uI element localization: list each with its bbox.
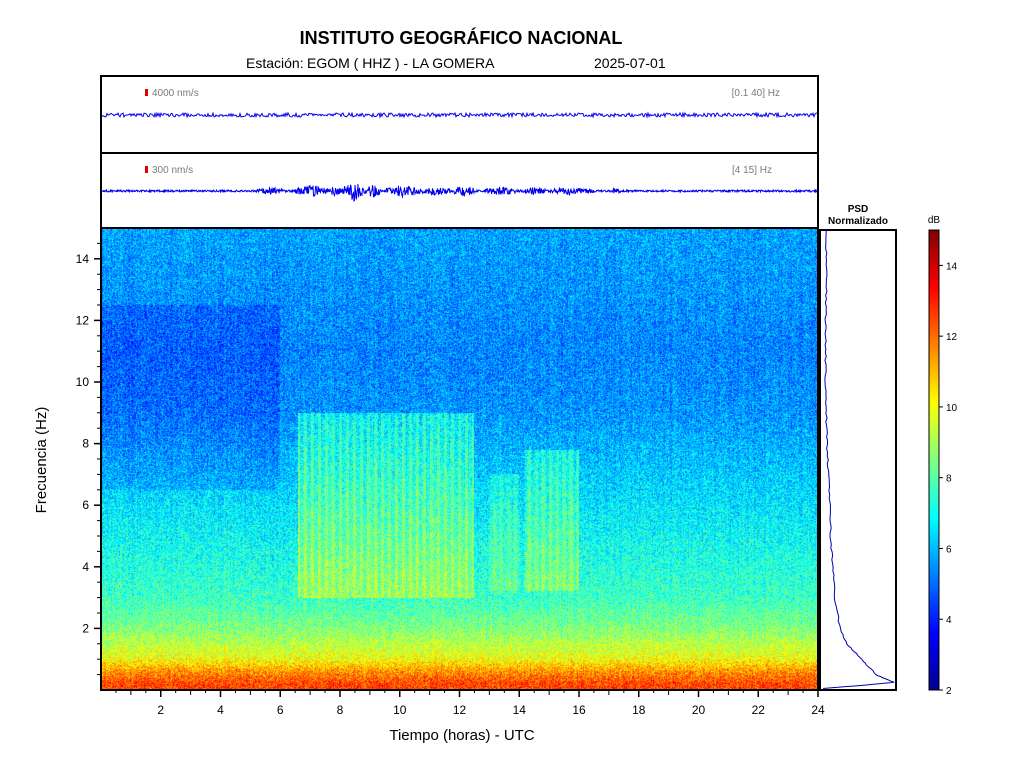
- colorbar-tick-label: 12: [946, 332, 958, 343]
- x-tick-label: 8: [337, 703, 344, 717]
- colorbar-tick-label: 2: [946, 686, 952, 697]
- broadband-trace-line: [101, 111, 817, 119]
- x-tick-label: 14: [513, 703, 527, 717]
- x-tick-label: 12: [453, 703, 467, 717]
- colorbar-tick-label: 6: [946, 544, 952, 555]
- x-axis-label: Tiempo (horas) - UTC: [389, 727, 534, 744]
- y-tick-label: 6: [82, 498, 89, 512]
- station-line: Estación: EGOM ( HHZ ) - LA GOMERA 2025-…: [246, 55, 806, 73]
- psd-title-line2: Normalizado: [828, 216, 888, 227]
- spectrogram-canvas-holder: [101, 228, 818, 690]
- station-value: EGOM ( HHZ ) - LA GOMERA: [307, 55, 495, 71]
- x-axis: 2 4 6 8 10 12 14 16 18 20 22 24: [115, 690, 825, 717]
- y-tick-label: 10: [76, 375, 90, 389]
- psd-curve: [823, 229, 895, 689]
- y-axis-label: Frecuencia (Hz): [33, 407, 50, 514]
- y-tick-label: 8: [82, 437, 89, 451]
- band-label: [4 15] Hz: [732, 165, 772, 176]
- psd-title-line1: PSD: [848, 204, 869, 215]
- psd-frame: [819, 229, 897, 691]
- figure-title: INSTITUTO GEOGRÁFICO NACIONAL: [299, 28, 623, 48]
- colorbar-tick-label: 10: [946, 403, 958, 414]
- broadband-trace-panel: 4000 nm/s [0.1 40] Hz: [100, 75, 819, 154]
- y-tick-label: 2: [82, 621, 89, 635]
- colorbar-tick-label: 14: [946, 261, 958, 272]
- amplitude-scale-bar: [145, 89, 148, 96]
- x-tick-label: 2: [157, 703, 164, 717]
- station-label: Estación:: [246, 55, 304, 71]
- spectrogram-image: [101, 228, 818, 690]
- colorbar-gradient: [928, 229, 940, 691]
- x-tick-label: 20: [692, 703, 706, 717]
- colorbar-tick-label: 8: [946, 474, 952, 485]
- filtered-trace-panel: 300 nm/s [4 15] Hz: [100, 152, 819, 229]
- filtered-trace-line: [101, 184, 818, 202]
- colorbar: dB 2 4 6 8 10 12 14: [928, 215, 958, 697]
- date-label: 2025-07-01: [594, 55, 666, 71]
- x-tick-label: 6: [277, 703, 284, 717]
- x-tick-label: 10: [393, 703, 407, 717]
- colorbar-unit: dB: [928, 215, 941, 226]
- amplitude-scale-bar: [145, 166, 148, 173]
- x-tick-label: 18: [632, 703, 646, 717]
- x-tick-label: 16: [572, 703, 586, 717]
- x-tick-label: 4: [217, 703, 224, 717]
- x-tick-label: 22: [752, 703, 766, 717]
- y-tick-label: 4: [82, 560, 89, 574]
- psd-panel: PSD Normalizado: [819, 204, 897, 691]
- y-tick-label: 14: [76, 252, 90, 266]
- amplitude-label: 4000 nm/s: [152, 88, 199, 99]
- y-axis: 2 4 6 8 10 12 14: [76, 242, 101, 676]
- colorbar-tick-label: 4: [946, 615, 952, 626]
- y-tick-label: 12: [76, 313, 90, 327]
- amplitude-label: 300 nm/s: [152, 165, 193, 176]
- x-tick-label: 24: [811, 703, 825, 717]
- band-label: [0.1 40] Hz: [732, 88, 780, 99]
- colorbar-ticks: 2 4 6 8 10 12 14: [939, 261, 958, 697]
